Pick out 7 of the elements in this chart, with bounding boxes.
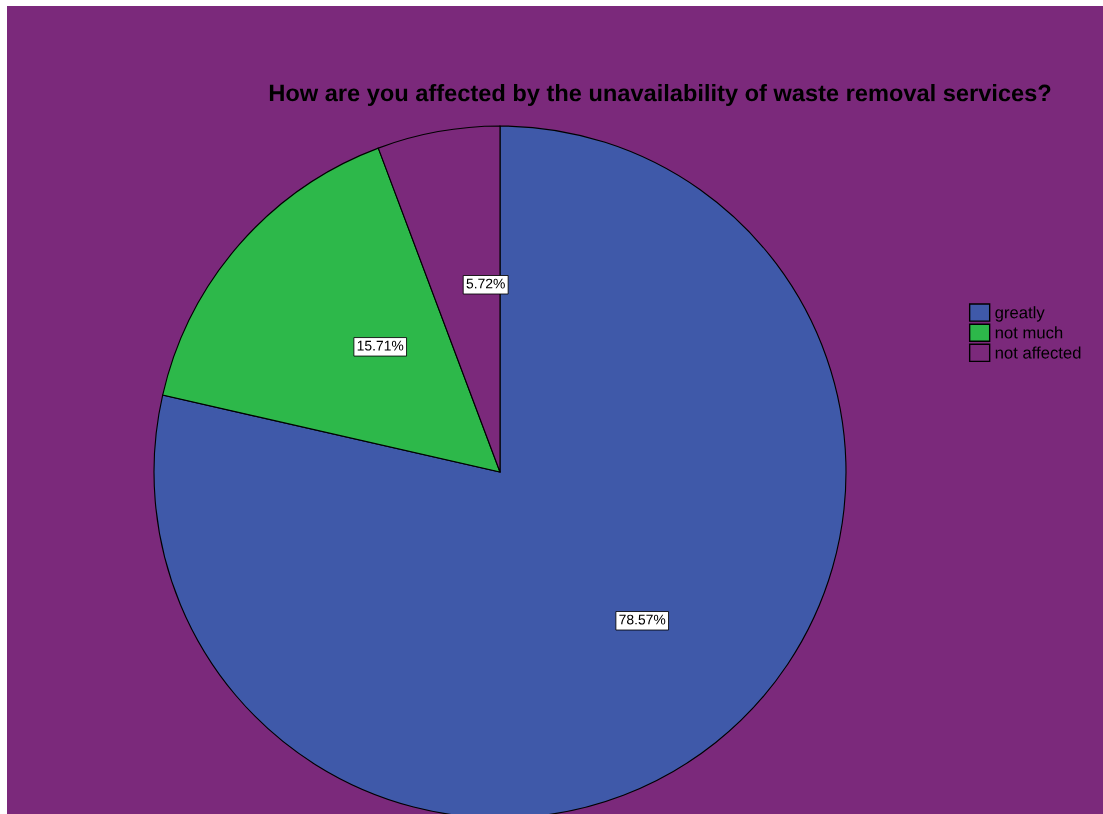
data-label: 78.57% — [619, 614, 666, 625]
legend-label: not much — [995, 326, 1063, 339]
legend-label: not affected — [995, 346, 1081, 359]
data-label: 5.72% — [466, 278, 505, 289]
data-label: 15.71% — [357, 340, 404, 351]
chart-title: How are you affected by the unavailability of waste removal services? — [269, 84, 1051, 106]
legend-label: greatly — [995, 306, 1045, 322]
